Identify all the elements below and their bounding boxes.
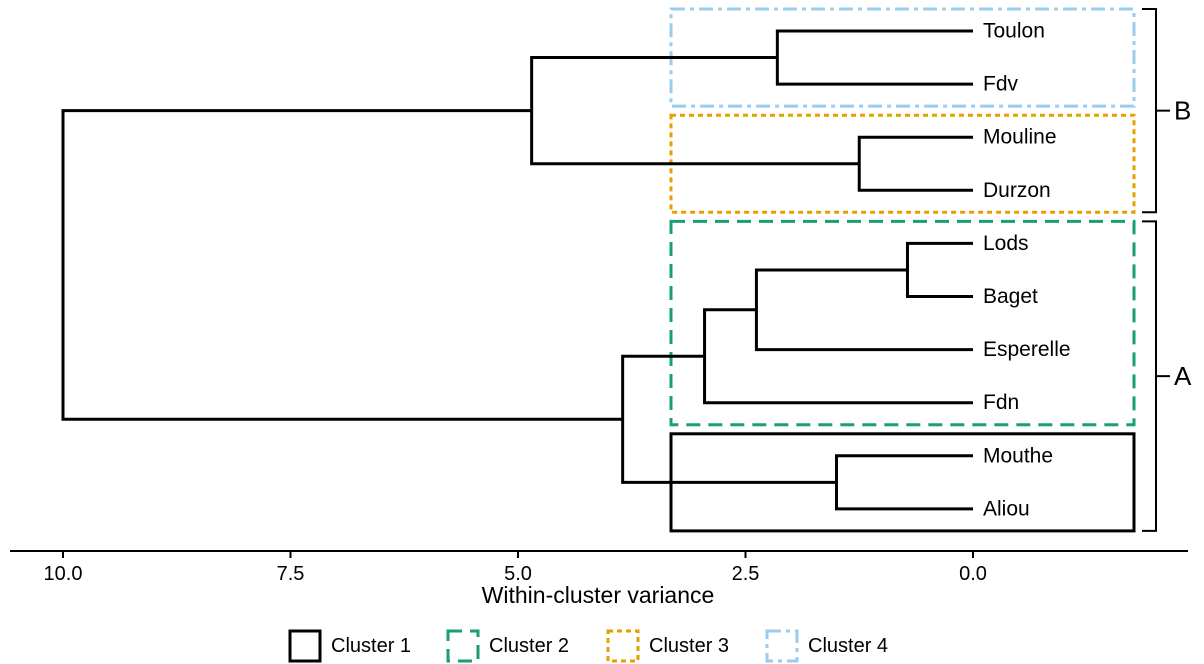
x-tick-label-10-0: 10.0 — [44, 563, 83, 585]
legend: Cluster 1 Cluster 2 Cluster 3 Cluster 4 — [288, 629, 888, 663]
leaf-label-durzon: Durzon — [983, 179, 1051, 202]
branch-mouline-durzon — [857, 135, 973, 192]
legend-swatch-cluster-3 — [606, 629, 640, 663]
branch-toulon-fdv — [775, 29, 973, 86]
leaf-label-mouthe: Mouthe — [983, 444, 1053, 467]
legend-swatch-cluster-1 — [288, 629, 322, 663]
leaf-label-baget: Baget — [983, 285, 1038, 308]
x-axis: 10.0 7.5 5.0 2.5 0.0 Within-cluster variance — [10, 550, 1188, 608]
leaf-labels: Toulon Fdv Mouline Durzon Lods Baget Esperelle… — [983, 20, 1071, 521]
leaf-label-toulon: Toulon — [983, 20, 1045, 43]
legend-swatch-cluster-2 — [446, 629, 480, 663]
x-axis-title: Within-cluster variance — [482, 582, 715, 608]
dendrogram-branches — [61, 29, 973, 511]
leaf-label-mouline: Mouline — [983, 126, 1057, 149]
group-bracket-b — [1142, 8, 1157, 214]
x-tick-label-2-5: 2.5 — [732, 563, 760, 585]
branch-lods-baget-esperelle-fdn — [703, 308, 973, 405]
leaf-label-lods: Lods — [983, 232, 1029, 255]
group-label-a: A — [1174, 361, 1192, 391]
x-axis-ticks: 10.0 7.5 5.0 2.5 0.0 — [44, 551, 987, 585]
leaf-label-aliou: Aliou — [983, 497, 1030, 520]
leaf-label-fdv: Fdv — [983, 73, 1019, 96]
x-tick-label-7-5: 7.5 — [277, 563, 305, 585]
branch-lods-baget-esperelle-fdn-mouthe-aliou — [621, 354, 837, 484]
legend-label-cluster-1: Cluster 1 — [331, 635, 411, 657]
group-label-b: B — [1174, 96, 1191, 126]
group-bracket-a — [1142, 220, 1157, 532]
branch-toulon-fdv-mouline-durzon-lods-baget-esperelle-fdn-mouthe-aliou — [61, 109, 623, 421]
x-tick-label-0-0: 0.0 — [959, 563, 987, 585]
branch-toulon-fdv-mouline-durzon — [530, 56, 860, 166]
branch-lods-baget-esperelle — [754, 268, 973, 352]
group-brackets: BA — [1142, 8, 1192, 532]
cluster-box-cluster-2 — [669, 219, 1136, 427]
branch-mouthe-aliou — [835, 454, 973, 511]
legend-label-cluster-4: Cluster 4 — [808, 635, 888, 657]
legend-label-cluster-2: Cluster 2 — [489, 635, 569, 657]
branch-lods-baget — [905, 241, 973, 298]
leaf-label-fdn: Fdn — [983, 391, 1019, 414]
leaf-label-esperelle: Esperelle — [983, 338, 1071, 361]
x-tick-label-5-0: 5.0 — [504, 563, 532, 585]
legend-swatch-cluster-4 — [765, 629, 799, 663]
legend-label-cluster-3: Cluster 3 — [649, 635, 729, 657]
